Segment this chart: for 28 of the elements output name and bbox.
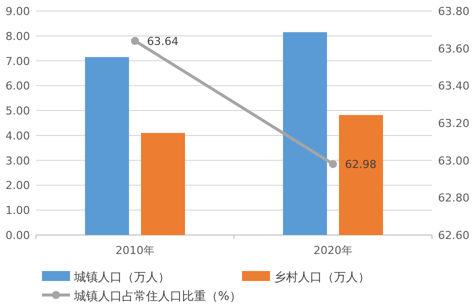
y-tick-label: 6.00 [6, 80, 30, 93]
y2-tick-label: 63.40 [438, 80, 470, 93]
legend-label: 城镇人口（万人） [73, 270, 170, 284]
bar [85, 57, 129, 235]
y-tick-label: 9.00 [6, 5, 30, 18]
y-tick-label: 5.00 [6, 104, 30, 118]
data-label: 63.64 [147, 34, 178, 48]
y2-tick-label: 62.60 [438, 229, 470, 242]
y2-tick-label: 62.80 [438, 192, 470, 205]
y-tick-label: 4.00 [6, 129, 30, 142]
bar [283, 32, 327, 235]
bar [339, 115, 383, 235]
bar [141, 132, 185, 235]
y2-tick-label: 63.80 [438, 5, 470, 18]
y-tick-label: 7.00 [6, 54, 30, 68]
y-tick-label: 8.00 [6, 30, 30, 43]
x-tick-label: 2010年 [116, 244, 154, 257]
x-tick-label: 2020年 [314, 244, 352, 257]
y2-tick-label: 63.00 [438, 154, 470, 168]
y2-tick-label: 63.60 [438, 42, 470, 56]
y-tick-label: 2.00 [6, 179, 30, 192]
data-label: 62.98 [345, 158, 376, 172]
y-tick-label: 3.00 [6, 154, 30, 168]
legend-label: 城镇人口占常住人口比重（%） [73, 289, 242, 303]
y-tick-label: 1.00 [6, 204, 30, 218]
y2-tick-label: 63.20 [438, 117, 470, 130]
y-tick-label: 0.00 [6, 229, 30, 242]
legend-label: 乡村人口（万人） [274, 270, 370, 284]
